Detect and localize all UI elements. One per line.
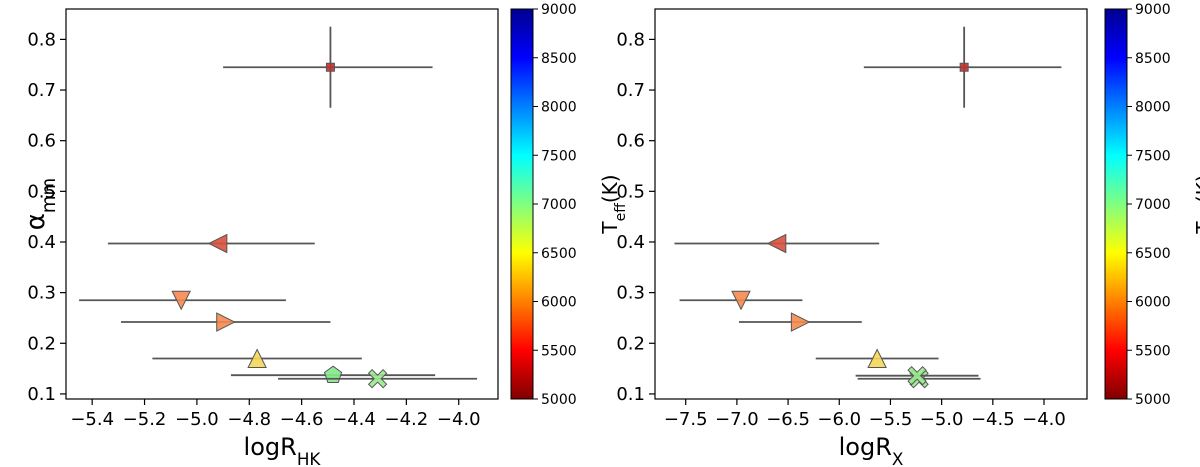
colorbar-label: Teff(K): [1192, 174, 1200, 234]
data-point: [855, 365, 979, 386]
y-tick-label: 0.1: [616, 384, 645, 405]
colorbar-tick-label: 5500: [1135, 343, 1171, 359]
marker-x: [907, 365, 927, 386]
y-tick-label: 0.3: [616, 283, 645, 304]
data-point: [278, 368, 478, 389]
data-point: [230, 365, 436, 383]
colorbar-tick-label: 5000: [541, 392, 577, 408]
marker-triangle-down: [171, 290, 192, 311]
data-point: [863, 26, 1062, 108]
x-tick-label: −4.4: [332, 409, 376, 430]
x-tick-label: −5.0: [920, 409, 964, 430]
marker-triangle-left: [766, 233, 787, 254]
data-point: [679, 290, 803, 311]
data-point: [815, 348, 939, 368]
colorbar-tick-label: 6500: [541, 246, 577, 262]
colorbar-left: 5000 5500 6000 6500 7000 7500 8000 8500 9000 Teff…: [510, 2, 629, 408]
marker-pentagon: [323, 365, 343, 383]
y-tick-label: 0.8: [616, 29, 645, 50]
axes-frame: [65, 8, 499, 400]
colorbar-tick-label: 7500: [541, 148, 577, 164]
colorbar-tick-label: 8500: [541, 51, 577, 67]
colorbar-tick-label: 5000: [1135, 392, 1171, 408]
colorbar-tick-label: 7000: [1135, 197, 1171, 213]
panel-right: −7.5 −7.0 −6.5 −6.0 −5.5 −5.0 −4.5 −4.0 0.1 0.2 0.…: [616, 8, 1088, 467]
y-tick-label: 0.7: [616, 80, 645, 101]
data-point: [738, 312, 862, 332]
x-axis-label: logRHK: [244, 433, 322, 467]
panel-left: −5.4 −5.2 −5.0 −4.8 −4.6 −4.4 −4.2 −4.0 0.1 0.2 0.…: [21, 8, 499, 467]
colorbar-tick-label: 9000: [541, 2, 577, 18]
x-tick-label: −5.0: [175, 409, 219, 430]
colorbar-right: 5000 5500 6000 6500 7000 7500 8000 8500 9000 Teff…: [1104, 2, 1200, 408]
data-point: [107, 233, 315, 254]
x-axis-label: logRX: [839, 433, 904, 467]
colorbar-tick-label: 6000: [1135, 295, 1171, 311]
marker-triangle-right: [790, 312, 811, 332]
y-tick-label: 0.4: [616, 232, 645, 253]
y-tick-label: 0.2: [616, 333, 645, 354]
marker-square: [325, 62, 335, 72]
y-tick-label: 0.1: [27, 384, 56, 405]
x-tick-label: −4.0: [1022, 409, 1066, 430]
marker-x: [367, 368, 388, 389]
x-tick-label: −4.8: [227, 409, 271, 430]
colorbar-tick-label: 7500: [1135, 148, 1171, 164]
y-tick-label: 0.3: [27, 283, 56, 304]
x-tick-label: −4.6: [280, 409, 324, 430]
colorbar-tick-label: 9000: [1135, 2, 1171, 18]
colorbar-label: Teff(K): [598, 174, 629, 234]
y-tick-label: 0.7: [27, 80, 56, 101]
y-tick-label: 0.2: [27, 333, 56, 354]
marker-triangle-up: [867, 348, 887, 368]
marker-triangle-right: [216, 312, 236, 332]
x-tick-label: −4.5: [971, 409, 1015, 430]
colorbar-tick-label: 5500: [541, 343, 577, 359]
marker-triangle-left: [207, 233, 228, 254]
colorbar-tick-label: 8000: [541, 100, 577, 116]
x-tick-label: −4.0: [437, 409, 481, 430]
colorbar-tick-label: 6000: [541, 295, 577, 311]
data-point: [223, 26, 433, 108]
x-tick-label: −5.2: [123, 409, 167, 430]
data-point: [674, 233, 880, 254]
data-point: [120, 312, 331, 332]
data-point: [79, 290, 286, 311]
colorbar-tick-label: 7000: [541, 197, 577, 213]
data-point: [152, 348, 362, 368]
axes-frame: [654, 8, 1088, 400]
marker-triangle-up: [247, 348, 267, 368]
x-tick-label: −6.0: [817, 409, 861, 430]
y-tick-label: 0.5: [616, 181, 645, 202]
y-tick-label: 0.4: [27, 232, 56, 253]
y-axis-label: αmm: [21, 178, 60, 231]
x-tick-label: −7.5: [664, 409, 708, 430]
colorbar-gradient: [1104, 8, 1128, 400]
colorbar-tick-label: 8500: [1135, 51, 1171, 67]
colorbar-gradient: [510, 8, 534, 400]
y-tick-label: 0.6: [27, 131, 56, 152]
colorbar-tick-label: 6500: [1135, 246, 1171, 262]
x-tick-label: −6.5: [766, 409, 810, 430]
y-tick-label: 0.6: [616, 131, 645, 152]
x-tick-label: −5.5: [869, 409, 913, 430]
marker-square: [959, 62, 969, 72]
x-tick-label: −7.0: [715, 409, 759, 430]
marker-triangle-down: [731, 290, 751, 311]
colorbar-tick-label: 8000: [1135, 100, 1171, 116]
x-tick-label: −5.4: [70, 409, 114, 430]
y-tick-label: 0.8: [27, 29, 56, 50]
x-tick-label: −4.2: [385, 409, 429, 430]
y-tick-label: 0.5: [27, 181, 56, 202]
